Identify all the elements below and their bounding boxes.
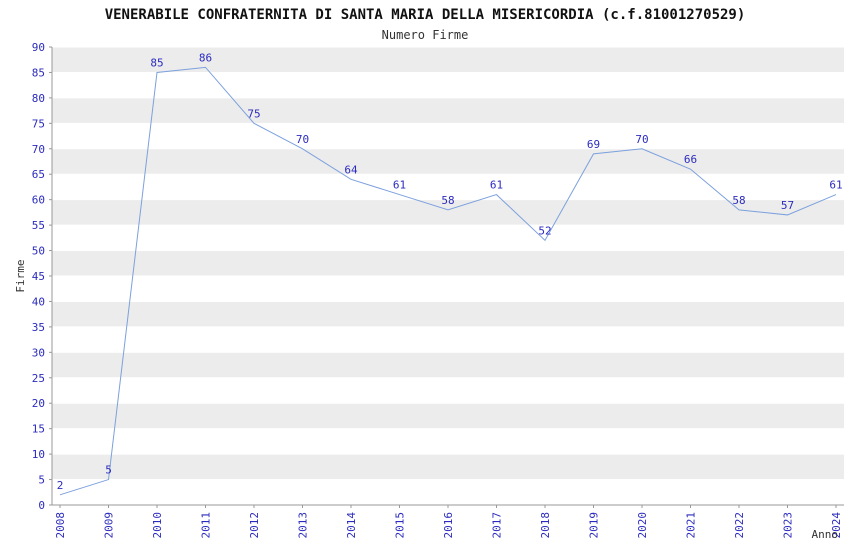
svg-text:58: 58 — [441, 194, 454, 207]
svg-text:75: 75 — [247, 107, 260, 120]
svg-text:75: 75 — [32, 117, 45, 130]
svg-text:2022: 2022 — [733, 512, 746, 539]
svg-text:90: 90 — [32, 41, 45, 54]
svg-text:52: 52 — [538, 224, 551, 237]
svg-text:2018: 2018 — [539, 512, 552, 539]
svg-text:2023: 2023 — [782, 512, 795, 539]
svg-text:2017: 2017 — [491, 512, 504, 539]
svg-text:66: 66 — [684, 153, 697, 166]
svg-text:55: 55 — [32, 219, 45, 232]
svg-text:61: 61 — [490, 179, 503, 192]
svg-text:2014: 2014 — [345, 512, 358, 539]
plot-bands — [52, 47, 844, 505]
svg-text:35: 35 — [32, 321, 45, 334]
svg-text:2019: 2019 — [588, 512, 601, 539]
chart-title: VENERABILE CONFRATERNITA DI SANTA MARIA … — [104, 7, 746, 23]
svg-text:85: 85 — [32, 66, 45, 79]
svg-text:2020: 2020 — [636, 512, 649, 539]
svg-text:2009: 2009 — [103, 512, 116, 539]
svg-text:25: 25 — [32, 372, 45, 385]
svg-text:86: 86 — [199, 51, 212, 64]
chart-subtitle: Numero Firme — [381, 28, 469, 42]
svg-text:61: 61 — [393, 179, 406, 192]
svg-text:65: 65 — [32, 168, 45, 181]
value-labels: 2 5 85 86 75 70 64 61 58 61 52 69 70 66 58 57 61 — [57, 51, 843, 491]
svg-text:69: 69 — [587, 138, 600, 151]
svg-text:20: 20 — [32, 397, 45, 410]
x-tick-labels: 2008 2009 2010 2011 2012 2013 2014 2015 2016 2017… — [54, 512, 843, 539]
svg-text:2024: 2024 — [830, 512, 843, 539]
svg-text:57: 57 — [781, 199, 794, 212]
axes — [49, 46, 844, 508]
svg-text:30: 30 — [32, 346, 45, 359]
svg-text:2016: 2016 — [442, 512, 455, 539]
svg-text:58: 58 — [732, 194, 745, 207]
svg-text:5: 5 — [38, 474, 45, 487]
svg-text:80: 80 — [32, 92, 45, 105]
svg-text:85: 85 — [150, 56, 163, 69]
svg-text:10: 10 — [32, 448, 45, 461]
svg-text:50: 50 — [32, 245, 45, 258]
svg-text:2008: 2008 — [54, 512, 67, 539]
svg-text:0: 0 — [38, 499, 45, 512]
svg-text:40: 40 — [32, 295, 45, 308]
svg-text:64: 64 — [344, 163, 358, 176]
svg-text:2013: 2013 — [297, 512, 310, 539]
svg-text:70: 70 — [635, 133, 648, 146]
svg-text:2021: 2021 — [685, 512, 698, 539]
svg-text:2: 2 — [57, 479, 64, 492]
svg-text:2011: 2011 — [200, 512, 213, 539]
svg-text:15: 15 — [32, 423, 45, 436]
svg-text:45: 45 — [32, 270, 45, 283]
y-tick-labels: 0 5 10 15 20 25 30 35 40 45 50 55 60 65 70 75 80 85 90 — [32, 41, 45, 512]
series-line — [59, 66, 837, 496]
svg-text:2015: 2015 — [394, 512, 407, 539]
x-axis-label: Anno — [812, 528, 839, 541]
svg-text:60: 60 — [32, 194, 45, 207]
svg-text:61: 61 — [829, 179, 842, 192]
svg-text:5: 5 — [105, 464, 112, 477]
svg-text:2010: 2010 — [151, 512, 164, 539]
gridlines — [52, 46, 844, 506]
y-axis-label: Firme — [14, 259, 27, 292]
svg-text:2012: 2012 — [248, 512, 261, 539]
svg-text:70: 70 — [32, 143, 45, 156]
svg-text:70: 70 — [296, 133, 309, 146]
